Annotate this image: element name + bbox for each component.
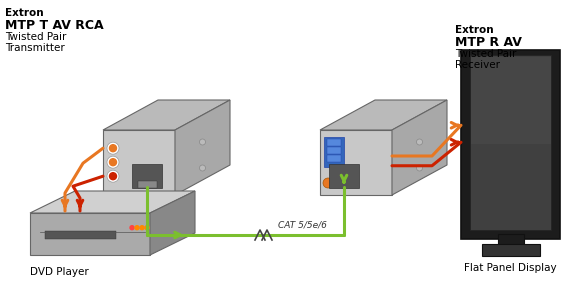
- Circle shape: [110, 173, 117, 180]
- Circle shape: [416, 165, 422, 171]
- Polygon shape: [30, 213, 150, 255]
- Circle shape: [107, 142, 119, 154]
- Circle shape: [145, 226, 149, 230]
- Circle shape: [416, 139, 422, 145]
- FancyBboxPatch shape: [327, 155, 341, 162]
- Text: MTP R AV: MTP R AV: [455, 36, 522, 49]
- Text: Receiver: Receiver: [455, 60, 500, 70]
- FancyBboxPatch shape: [481, 244, 539, 256]
- Text: Extron: Extron: [5, 8, 44, 18]
- Polygon shape: [103, 100, 230, 130]
- FancyBboxPatch shape: [324, 137, 344, 167]
- Text: Flat Panel Display: Flat Panel Display: [464, 263, 557, 273]
- Circle shape: [110, 159, 117, 166]
- Circle shape: [140, 226, 144, 230]
- Text: CAT 5/5e/6: CAT 5/5e/6: [278, 220, 327, 229]
- FancyBboxPatch shape: [327, 140, 341, 146]
- Circle shape: [135, 226, 139, 230]
- Polygon shape: [150, 191, 195, 255]
- Polygon shape: [103, 130, 175, 195]
- Text: Twisted Pair: Twisted Pair: [455, 49, 516, 59]
- Circle shape: [200, 165, 205, 171]
- FancyBboxPatch shape: [329, 164, 359, 188]
- Circle shape: [107, 156, 119, 168]
- FancyBboxPatch shape: [498, 234, 524, 250]
- Circle shape: [323, 178, 333, 188]
- Polygon shape: [392, 100, 447, 195]
- Polygon shape: [320, 130, 392, 195]
- Text: MTP T AV RCA: MTP T AV RCA: [5, 19, 104, 32]
- Text: Transmitter: Transmitter: [5, 43, 65, 53]
- FancyBboxPatch shape: [470, 57, 550, 143]
- FancyBboxPatch shape: [132, 164, 162, 188]
- Circle shape: [200, 139, 205, 145]
- FancyBboxPatch shape: [470, 55, 551, 230]
- FancyBboxPatch shape: [327, 147, 341, 154]
- FancyBboxPatch shape: [45, 231, 115, 239]
- Circle shape: [107, 170, 119, 182]
- Polygon shape: [30, 191, 195, 213]
- Circle shape: [110, 145, 117, 152]
- Text: Twisted Pair: Twisted Pair: [5, 32, 66, 42]
- FancyBboxPatch shape: [137, 181, 157, 188]
- Circle shape: [130, 226, 134, 230]
- Text: DVD Player: DVD Player: [30, 267, 89, 277]
- Text: Extron: Extron: [455, 25, 494, 35]
- FancyBboxPatch shape: [461, 50, 560, 239]
- Polygon shape: [320, 100, 447, 130]
- Polygon shape: [175, 100, 230, 195]
